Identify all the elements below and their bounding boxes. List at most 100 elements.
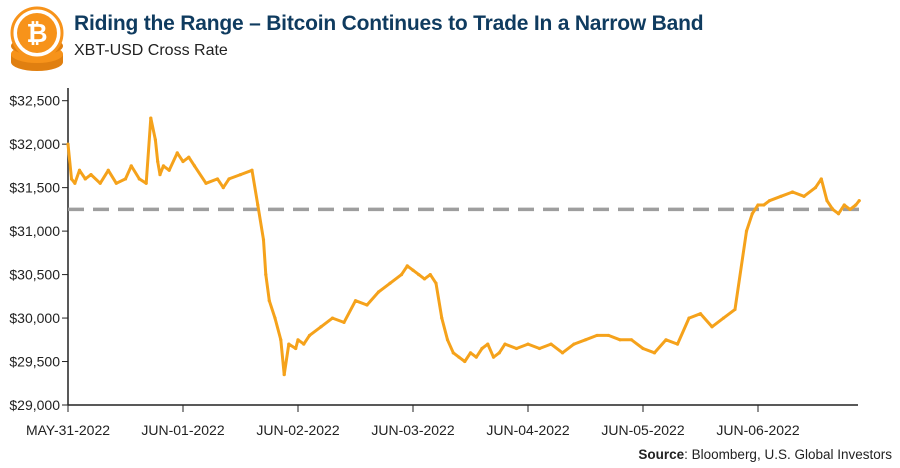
chart-header: ₿ Riding the Range – Bitcoin Continues t… <box>0 0 900 80</box>
data-point <box>428 272 432 277</box>
y-tick-label: $30,500 <box>9 267 60 283</box>
data-point <box>282 372 286 377</box>
x-tick-label: JUN-05-2022 <box>601 422 684 438</box>
data-point <box>69 177 74 181</box>
data-point <box>744 229 749 233</box>
data-point <box>710 325 714 329</box>
data-point <box>457 355 461 359</box>
price-series-line <box>66 116 861 377</box>
data-point <box>486 342 490 346</box>
data-point <box>129 164 133 168</box>
data-point <box>250 168 254 172</box>
source-note: Source: Bloomberg, U.S. Global Investors <box>638 447 892 462</box>
data-point <box>767 199 772 203</box>
data-point <box>503 342 507 346</box>
data-point <box>842 203 846 207</box>
data-point <box>73 181 77 185</box>
data-point <box>802 194 806 198</box>
x-tick-label: JUN-02-2022 <box>256 422 339 438</box>
data-point <box>434 281 438 285</box>
data-point <box>227 177 231 181</box>
x-tick-label: JUN-06-2022 <box>716 422 799 438</box>
data-point <box>279 338 283 342</box>
data-point <box>652 351 657 355</box>
data-point <box>468 351 473 355</box>
data-point <box>264 272 268 277</box>
data-point <box>405 264 409 268</box>
chart-title: Riding the Range – Bitcoin Continues to … <box>74 12 704 35</box>
data-point <box>192 164 197 168</box>
y-tick-label: $31,500 <box>9 180 60 196</box>
data-point <box>756 203 760 207</box>
data-point <box>89 172 93 177</box>
data-point <box>537 346 542 351</box>
line-chart: $29,000 $29,500 $30,000 $30,500 $31,000 $31,5… <box>9 88 868 438</box>
data-point <box>181 159 185 164</box>
data-point <box>618 338 622 342</box>
y-tick-label: $29,000 <box>9 397 60 413</box>
data-point <box>733 307 737 311</box>
data-point <box>721 316 726 320</box>
data-point <box>491 355 496 359</box>
y-axis: $29,000 $29,500 $30,000 $30,500 $31,000 $31,5… <box>9 88 69 413</box>
y-tick-label: $31,000 <box>9 223 60 239</box>
data-point <box>287 342 291 346</box>
data-point <box>106 168 110 172</box>
data-point <box>307 333 312 338</box>
x-axis: MAY-31-2022 JUN-01-2022 JUN-02-2022 JUN-03-… <box>26 404 858 438</box>
data-point <box>440 316 444 320</box>
data-point <box>83 177 87 181</box>
data-point <box>572 342 576 346</box>
data-point <box>750 212 754 216</box>
data-point <box>215 177 220 181</box>
data-point <box>353 299 358 303</box>
data-point <box>66 142 70 146</box>
data-point <box>549 342 553 346</box>
data-point <box>606 333 611 338</box>
data-point <box>595 333 599 338</box>
x-tick-label: JUN-04-2022 <box>486 422 569 438</box>
data-point <box>445 338 450 342</box>
series-layer <box>66 116 861 377</box>
data-point <box>77 168 82 172</box>
data-point <box>161 164 166 168</box>
data-point <box>302 342 306 346</box>
data-point <box>675 342 680 346</box>
bitcoin-symbol: ₿ <box>26 19 47 49</box>
data-point <box>158 172 162 177</box>
x-tick-label: MAY-31-2022 <box>26 422 110 438</box>
data-point <box>399 272 404 277</box>
y-tick-label: $32,000 <box>9 136 60 152</box>
data-point <box>261 238 266 242</box>
data-point <box>123 177 128 181</box>
data-point <box>825 199 829 203</box>
data-point <box>294 346 298 351</box>
data-point <box>187 155 191 159</box>
data-point <box>221 186 225 190</box>
data-point <box>664 338 668 342</box>
data-point <box>698 312 703 316</box>
source-label: Source <box>638 447 685 462</box>
data-point <box>854 203 858 207</box>
chart-subtitle: XBT-USD Cross Rate <box>74 42 228 59</box>
data-point <box>480 346 484 351</box>
data-point <box>790 190 795 194</box>
data-point <box>762 203 766 207</box>
data-point <box>137 177 141 181</box>
data-point <box>267 299 271 303</box>
data-point <box>342 320 346 325</box>
bitcoin-coin-icon: ₿ <box>10 6 64 71</box>
source-text: : Bloomberg, U.S. Global Investors <box>684 447 892 462</box>
data-point <box>388 281 392 285</box>
x-tick-label: JUN-01-2022 <box>141 422 224 438</box>
data-point <box>497 351 501 355</box>
data-point <box>641 346 645 351</box>
data-point <box>848 207 852 211</box>
data-point <box>365 303 369 307</box>
data-point <box>514 346 519 351</box>
data-point <box>98 181 102 185</box>
data-point <box>831 207 835 211</box>
data-point <box>813 186 818 190</box>
data-point <box>238 172 243 177</box>
data-point <box>779 194 783 198</box>
